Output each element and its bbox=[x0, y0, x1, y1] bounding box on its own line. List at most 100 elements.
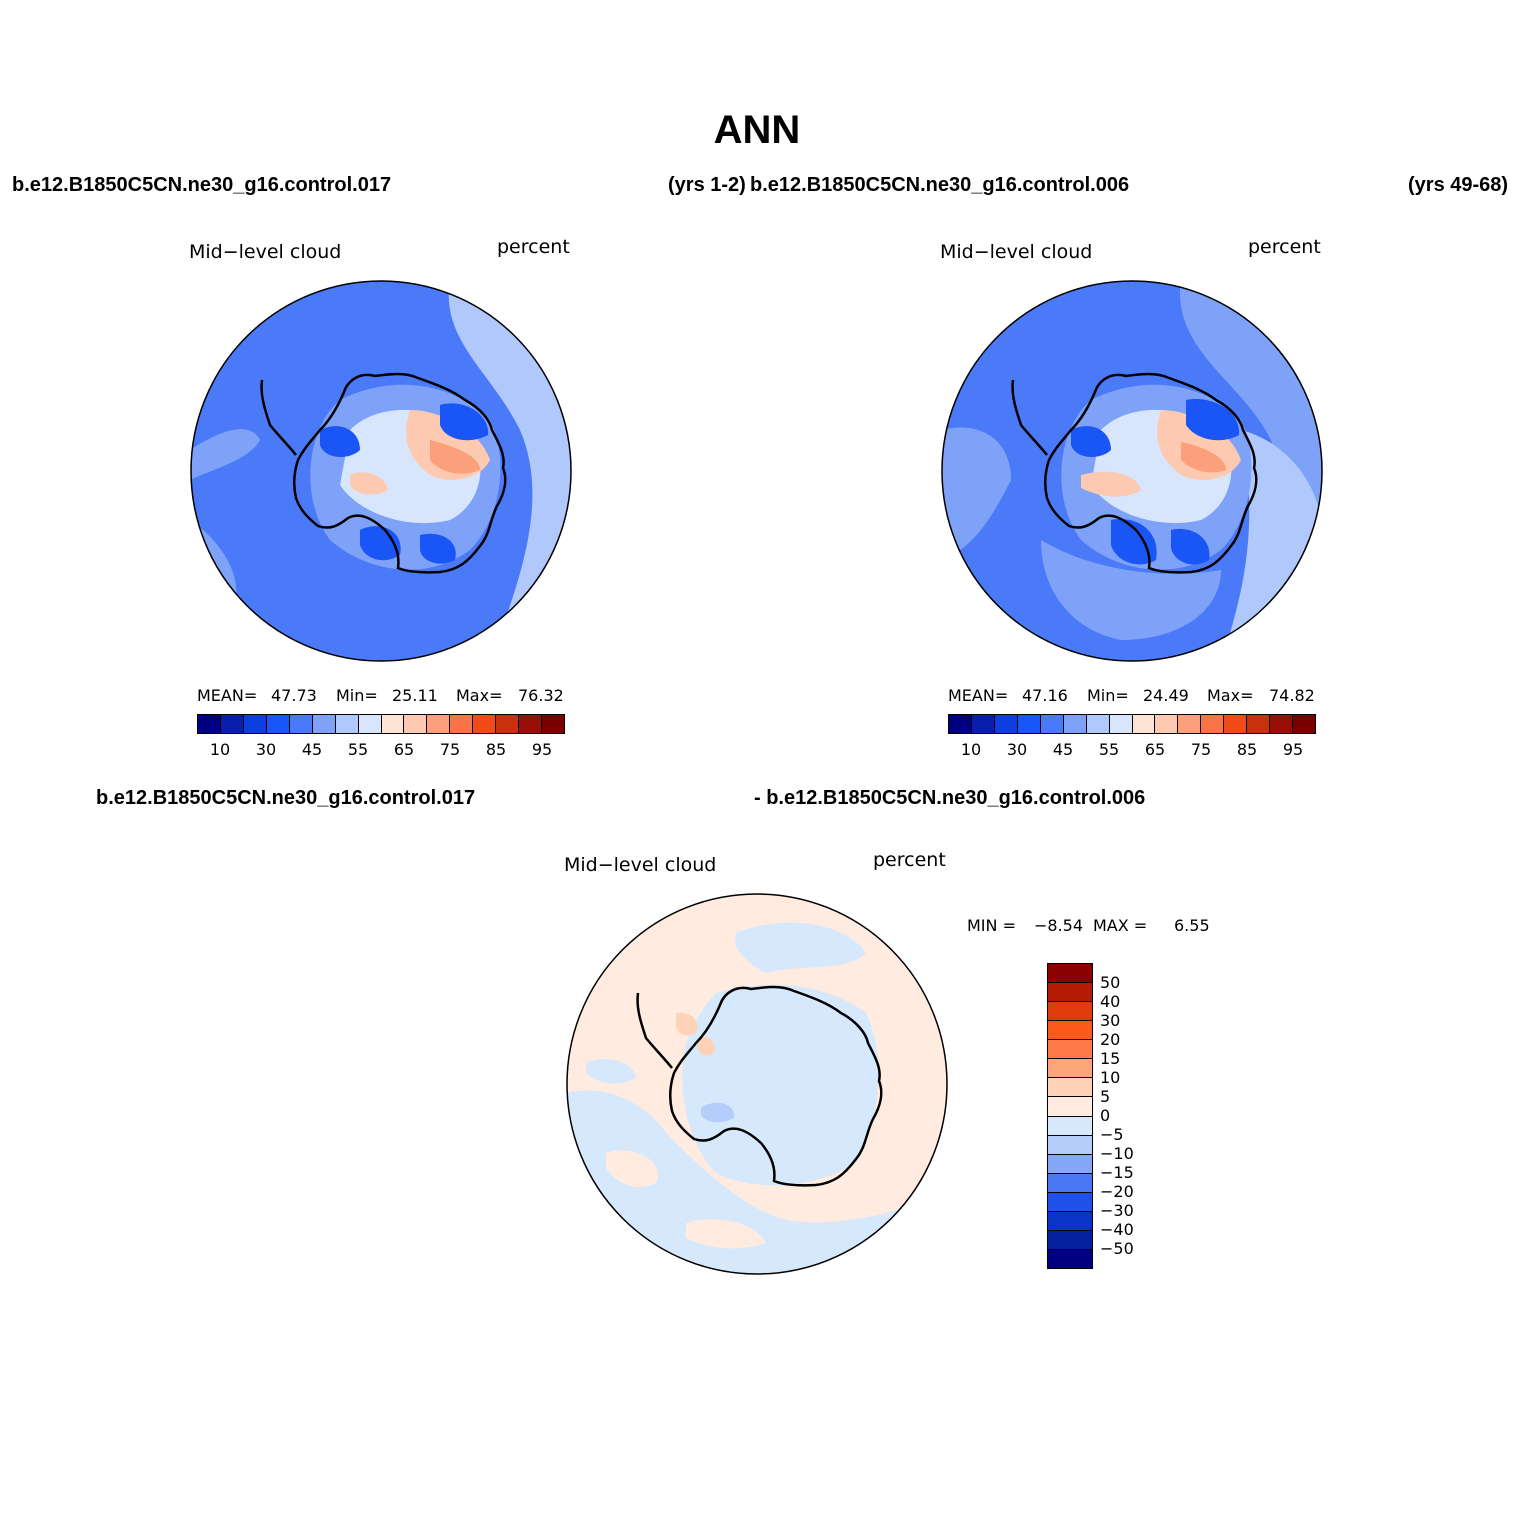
diff-max-label: MAX = bbox=[1093, 916, 1148, 935]
panel1-colorbar-tick: 10 bbox=[209, 740, 231, 759]
colorbar-swatch bbox=[1293, 715, 1315, 733]
panel1-min-label: Min= bbox=[336, 686, 378, 705]
colorbar-swatch bbox=[1048, 1173, 1092, 1193]
colorbar-swatch bbox=[473, 715, 497, 733]
colorbar-swatch bbox=[1178, 715, 1202, 733]
diff-colorbar-tick: 10 bbox=[1100, 1068, 1121, 1087]
diff-colorbar-tick: −40 bbox=[1100, 1220, 1134, 1239]
colorbar-swatch bbox=[1201, 715, 1225, 733]
colorbar-swatch bbox=[1048, 1040, 1092, 1060]
diff-colorbar-tick: 50 bbox=[1100, 973, 1121, 992]
panel2-colorbar-tick: 45 bbox=[1052, 740, 1074, 759]
diff-colorbar-tick: −15 bbox=[1100, 1163, 1134, 1182]
panel2-min-label: Min= bbox=[1087, 686, 1129, 705]
colorbar-swatch bbox=[358, 715, 382, 733]
colorbar-swatch bbox=[1063, 715, 1087, 733]
panel1-colorbar-tick: 45 bbox=[301, 740, 323, 759]
colorbar-swatch bbox=[427, 715, 451, 733]
diff-colorbar-tick: 5 bbox=[1100, 1087, 1111, 1106]
panel1-mean-label: MEAN= bbox=[197, 686, 258, 705]
colorbar-swatch bbox=[312, 715, 336, 733]
diff-case-b: - b.e12.B1850C5CN.ne30_g16.control.006 bbox=[754, 787, 1146, 809]
colorbar-swatch bbox=[994, 715, 1018, 733]
colorbar-swatch bbox=[1086, 715, 1110, 733]
colorbar-swatch bbox=[1270, 715, 1294, 733]
colorbar-swatch bbox=[1048, 1097, 1092, 1117]
panel2-colorbar-tick: 30 bbox=[1006, 740, 1028, 759]
diff-polar-map bbox=[566, 893, 948, 1275]
panel2-variable-label: Mid−level cloud bbox=[940, 241, 1093, 263]
panel1-variable-label: Mid−level cloud bbox=[189, 241, 342, 263]
colorbar-swatch bbox=[971, 715, 995, 733]
colorbar-swatch bbox=[1048, 964, 1092, 984]
panel1-colorbar bbox=[197, 714, 565, 734]
diff-variable-label: Mid−level cloud bbox=[564, 854, 717, 876]
colorbar-swatch bbox=[1048, 1192, 1092, 1212]
panel1-min-value: 25.11 bbox=[392, 686, 438, 705]
figure-title: ANN bbox=[713, 108, 801, 152]
panel1-colorbar-tick: 95 bbox=[531, 740, 553, 759]
colorbar-swatch bbox=[1247, 715, 1271, 733]
diff-max-value: 6.55 bbox=[1174, 916, 1210, 935]
colorbar-swatch bbox=[243, 715, 267, 733]
panel1-colorbar-tick: 55 bbox=[347, 740, 369, 759]
diff-colorbar-tick: 40 bbox=[1100, 992, 1121, 1011]
panel2-mean-label: MEAN= bbox=[948, 686, 1009, 705]
colorbar-swatch bbox=[1048, 1059, 1092, 1079]
diff-colorbar-tick: 15 bbox=[1100, 1049, 1121, 1068]
colorbar-swatch bbox=[1017, 715, 1041, 733]
panel2-colorbar-tick: 10 bbox=[960, 740, 982, 759]
diff-colorbar-tick: −50 bbox=[1100, 1239, 1134, 1258]
diff-colorbar-tick: 0 bbox=[1100, 1106, 1111, 1125]
colorbar-swatch bbox=[949, 715, 972, 733]
panel1-units-label: percent bbox=[497, 236, 570, 258]
colorbar-swatch bbox=[1048, 1211, 1092, 1231]
colorbar-swatch bbox=[220, 715, 244, 733]
colorbar-swatch bbox=[381, 715, 405, 733]
panel2-colorbar bbox=[948, 714, 1316, 734]
diff-colorbar-tick: 30 bbox=[1100, 1011, 1121, 1030]
colorbar-swatch bbox=[1048, 1116, 1092, 1136]
panel1-colorbar-tick: 65 bbox=[393, 740, 415, 759]
colorbar-swatch bbox=[335, 715, 359, 733]
panel1-max-value: 76.32 bbox=[518, 686, 564, 705]
diff-units-label: percent bbox=[873, 849, 946, 871]
panel1-colorbar-tick: 75 bbox=[439, 740, 461, 759]
panel2-mean-value: 47.16 bbox=[1022, 686, 1068, 705]
panel1-colorbar-tick: 85 bbox=[485, 740, 507, 759]
panel2-colorbar-tick: 75 bbox=[1190, 740, 1212, 759]
panel2-min-value: 24.49 bbox=[1143, 686, 1189, 705]
colorbar-swatch bbox=[1040, 715, 1064, 733]
panel2-polar-map bbox=[941, 280, 1323, 662]
colorbar-swatch bbox=[1048, 1078, 1092, 1098]
panel2-colorbar-tick: 55 bbox=[1098, 740, 1120, 759]
colorbar-swatch bbox=[1048, 1135, 1092, 1155]
panel2-colorbar-tick: 85 bbox=[1236, 740, 1258, 759]
panel2-colorbar-tick: 65 bbox=[1144, 740, 1166, 759]
colorbar-swatch bbox=[289, 715, 313, 733]
colorbar-swatch bbox=[1155, 715, 1179, 733]
panel1-case-name: b.e12.B1850C5CN.ne30_g16.control.017 bbox=[12, 174, 392, 196]
panel2-years: (yrs 49-68) bbox=[1408, 174, 1509, 196]
colorbar-swatch bbox=[1048, 1021, 1092, 1041]
colorbar-swatch bbox=[519, 715, 543, 733]
colorbar-swatch bbox=[266, 715, 290, 733]
colorbar-swatch bbox=[1224, 715, 1248, 733]
colorbar-swatch bbox=[404, 715, 428, 733]
diff-colorbar-tick: −10 bbox=[1100, 1144, 1134, 1163]
panel1-colorbar-tick: 30 bbox=[255, 740, 277, 759]
panel1-mean-value: 47.73 bbox=[271, 686, 317, 705]
panel2-case-name: b.e12.B1850C5CN.ne30_g16.control.006 bbox=[750, 174, 1130, 196]
colorbar-swatch bbox=[198, 715, 221, 733]
diff-colorbar-tick: 20 bbox=[1100, 1030, 1121, 1049]
colorbar-swatch bbox=[450, 715, 474, 733]
diff-colorbar-tick: −20 bbox=[1100, 1182, 1134, 1201]
colorbar-swatch bbox=[1048, 1230, 1092, 1250]
colorbar-swatch bbox=[1048, 1002, 1092, 1022]
panel2-max-label: Max= bbox=[1207, 686, 1254, 705]
colorbar-swatch bbox=[1048, 983, 1092, 1003]
diff-min-label: MIN = bbox=[967, 916, 1016, 935]
diff-min-value: −8.54 bbox=[1034, 916, 1084, 935]
panel1-polar-map bbox=[190, 280, 572, 662]
panel2-max-value: 74.82 bbox=[1269, 686, 1315, 705]
